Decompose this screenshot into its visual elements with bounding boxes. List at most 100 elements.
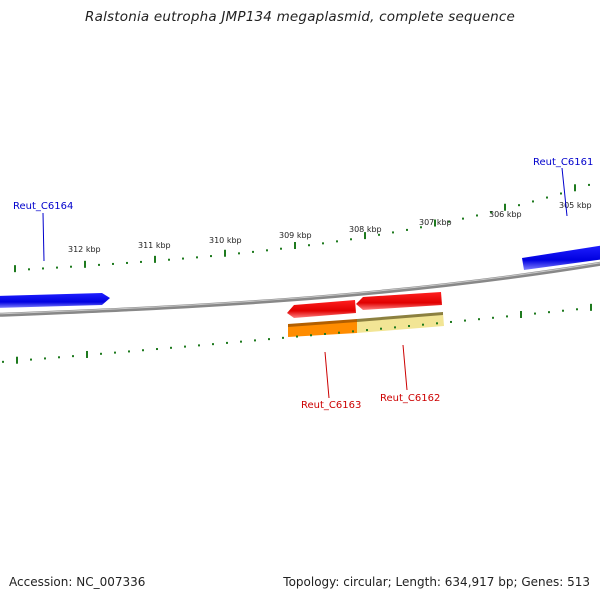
minor-tick xyxy=(140,260,142,263)
gene-reut-c6162[interactable] xyxy=(356,292,442,310)
sequence-summary: Topology: circular; Length: 634,917 bp; … xyxy=(283,575,590,589)
callout-line-c6164 xyxy=(42,212,45,262)
minor-tick xyxy=(490,211,492,214)
minor-tick xyxy=(534,312,536,315)
minor-tick xyxy=(464,319,466,322)
major-tick xyxy=(16,356,18,364)
minor-tick xyxy=(492,316,494,319)
minor-tick xyxy=(476,214,478,217)
minor-tick xyxy=(308,244,310,247)
minor-tick xyxy=(128,350,130,353)
callout-line-c6161 xyxy=(561,167,568,217)
minor-tick xyxy=(478,318,480,321)
tick-label: 309 kbp xyxy=(279,231,312,240)
minor-tick xyxy=(450,320,452,323)
minor-tick xyxy=(112,262,114,265)
scale-labels: 312 kbp 311 kbp 310 kbp 309 kbp 308 kbp … xyxy=(68,201,592,254)
minor-tick xyxy=(378,233,380,236)
minor-tick xyxy=(546,196,548,199)
minor-tick xyxy=(588,183,590,186)
minor-tick xyxy=(238,252,240,255)
minor-tick xyxy=(506,315,508,318)
minor-tick xyxy=(184,345,186,348)
minor-tick xyxy=(548,311,550,314)
gene-label-reut-c6161[interactable]: Reut_C6161 xyxy=(533,157,593,168)
minor-tick xyxy=(406,228,408,231)
minor-tick xyxy=(422,323,424,326)
minor-tick xyxy=(280,247,282,250)
minor-tick xyxy=(156,348,158,351)
minor-tick xyxy=(268,338,270,341)
major-tick xyxy=(504,203,506,211)
tick-label: 310 kbp xyxy=(209,236,242,245)
minor-tick xyxy=(168,258,170,261)
major-tick xyxy=(590,303,592,311)
minor-tick xyxy=(436,322,438,325)
major-tick xyxy=(574,184,576,192)
minor-tick xyxy=(142,349,144,352)
minor-tick xyxy=(408,325,410,328)
minor-tick xyxy=(70,265,72,268)
major-tick xyxy=(294,242,296,250)
minor-tick xyxy=(198,344,200,347)
minor-tick xyxy=(126,261,128,264)
tick-label: 312 kbp xyxy=(68,245,101,254)
lower-tick-track xyxy=(2,303,592,364)
minor-tick xyxy=(100,352,102,355)
minor-tick xyxy=(562,309,564,312)
minor-tick xyxy=(114,351,116,354)
minor-tick xyxy=(44,357,46,360)
minor-tick xyxy=(366,329,368,332)
minor-tick xyxy=(210,255,212,258)
gene-reut-c6161[interactable] xyxy=(522,245,600,270)
minor-tick xyxy=(98,263,100,266)
minor-tick xyxy=(462,217,464,220)
tick-label: 305 kbp xyxy=(559,201,592,210)
minor-tick xyxy=(252,250,254,253)
gene-label-reut-c6163[interactable]: Reut_C6163 xyxy=(301,400,361,411)
minor-tick xyxy=(350,238,352,241)
minor-tick xyxy=(336,240,338,243)
minor-tick xyxy=(532,200,534,203)
minor-tick xyxy=(576,308,578,311)
minor-tick xyxy=(56,266,58,269)
minor-tick xyxy=(72,355,74,358)
major-tick xyxy=(364,232,366,240)
gene-reut-c6163[interactable] xyxy=(287,300,356,318)
gene-label-reut-c6164[interactable]: Reut_C6164 xyxy=(13,201,73,212)
minor-tick xyxy=(58,356,60,359)
upper-tick-track xyxy=(14,183,590,273)
gene-reut-c6164[interactable] xyxy=(0,293,110,308)
minor-tick xyxy=(338,331,340,334)
backbone-arc xyxy=(0,261,600,317)
minor-tick xyxy=(2,360,4,363)
tick-label: 306 kbp xyxy=(489,210,522,219)
major-tick xyxy=(84,260,86,268)
gene-label-reut-c6162[interactable]: Reut_C6162 xyxy=(380,393,440,404)
minor-tick xyxy=(266,249,268,252)
minor-tick xyxy=(182,257,184,260)
callout-line-c6162 xyxy=(402,344,408,391)
minor-tick xyxy=(518,204,520,207)
major-tick xyxy=(520,310,522,318)
minor-tick xyxy=(560,192,562,195)
minor-tick xyxy=(310,334,312,337)
feature-orange-top xyxy=(288,319,357,327)
minor-tick xyxy=(448,220,450,223)
callout-line-c6163 xyxy=(324,351,330,399)
minor-tick xyxy=(226,341,228,344)
minor-tick xyxy=(322,242,324,245)
tick-label: 307 kbp xyxy=(419,218,452,227)
minor-tick xyxy=(28,268,30,271)
major-tick xyxy=(86,350,88,358)
minor-tick xyxy=(420,226,422,229)
minor-tick xyxy=(324,332,326,335)
minor-tick xyxy=(380,327,382,330)
major-tick xyxy=(434,219,436,227)
minor-tick xyxy=(282,336,284,339)
major-tick xyxy=(154,255,156,263)
minor-tick xyxy=(392,231,394,234)
feature-yellow[interactable] xyxy=(357,313,444,333)
tick-label: 308 kbp xyxy=(349,225,382,234)
